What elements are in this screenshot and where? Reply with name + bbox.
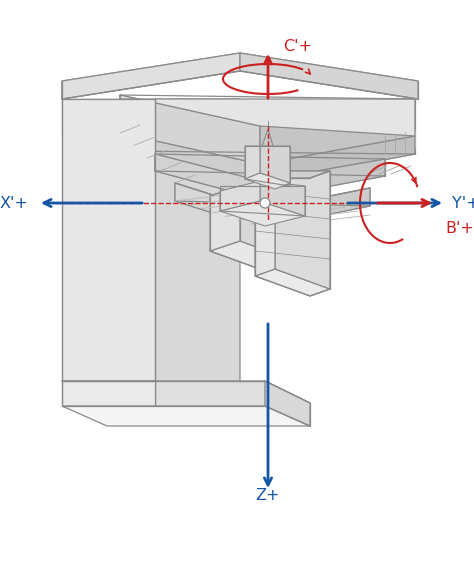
Polygon shape — [62, 381, 310, 403]
Polygon shape — [62, 406, 310, 426]
Polygon shape — [255, 269, 330, 296]
Polygon shape — [260, 181, 305, 216]
Polygon shape — [62, 99, 120, 133]
Polygon shape — [240, 186, 295, 261]
Text: X'+: X'+ — [0, 195, 28, 210]
Polygon shape — [210, 186, 240, 251]
Text: B'+: B'+ — [445, 220, 474, 236]
Polygon shape — [155, 381, 265, 406]
Text: Y'+: Y'+ — [452, 195, 474, 210]
Polygon shape — [210, 241, 295, 271]
Polygon shape — [120, 95, 260, 164]
Polygon shape — [62, 53, 240, 99]
Polygon shape — [240, 53, 418, 99]
Polygon shape — [245, 146, 260, 179]
Polygon shape — [155, 154, 385, 199]
Polygon shape — [62, 99, 155, 381]
Polygon shape — [175, 183, 370, 228]
Polygon shape — [265, 381, 310, 426]
Polygon shape — [175, 183, 260, 228]
Polygon shape — [260, 159, 385, 199]
Polygon shape — [255, 171, 330, 178]
Polygon shape — [260, 188, 370, 228]
Polygon shape — [120, 95, 415, 136]
Polygon shape — [220, 201, 305, 226]
Polygon shape — [260, 136, 415, 183]
Polygon shape — [62, 53, 418, 99]
Polygon shape — [245, 173, 290, 189]
Polygon shape — [262, 129, 273, 146]
Polygon shape — [155, 154, 260, 199]
Polygon shape — [120, 133, 260, 183]
Polygon shape — [255, 171, 275, 276]
Polygon shape — [155, 99, 240, 419]
Text: C'+: C'+ — [283, 39, 312, 53]
Polygon shape — [120, 133, 415, 183]
Circle shape — [260, 198, 270, 208]
Polygon shape — [260, 99, 415, 164]
Polygon shape — [260, 146, 290, 183]
Polygon shape — [62, 381, 155, 406]
Polygon shape — [275, 171, 330, 289]
Text: Z+: Z+ — [256, 488, 280, 503]
Polygon shape — [62, 381, 240, 419]
Polygon shape — [220, 181, 260, 211]
